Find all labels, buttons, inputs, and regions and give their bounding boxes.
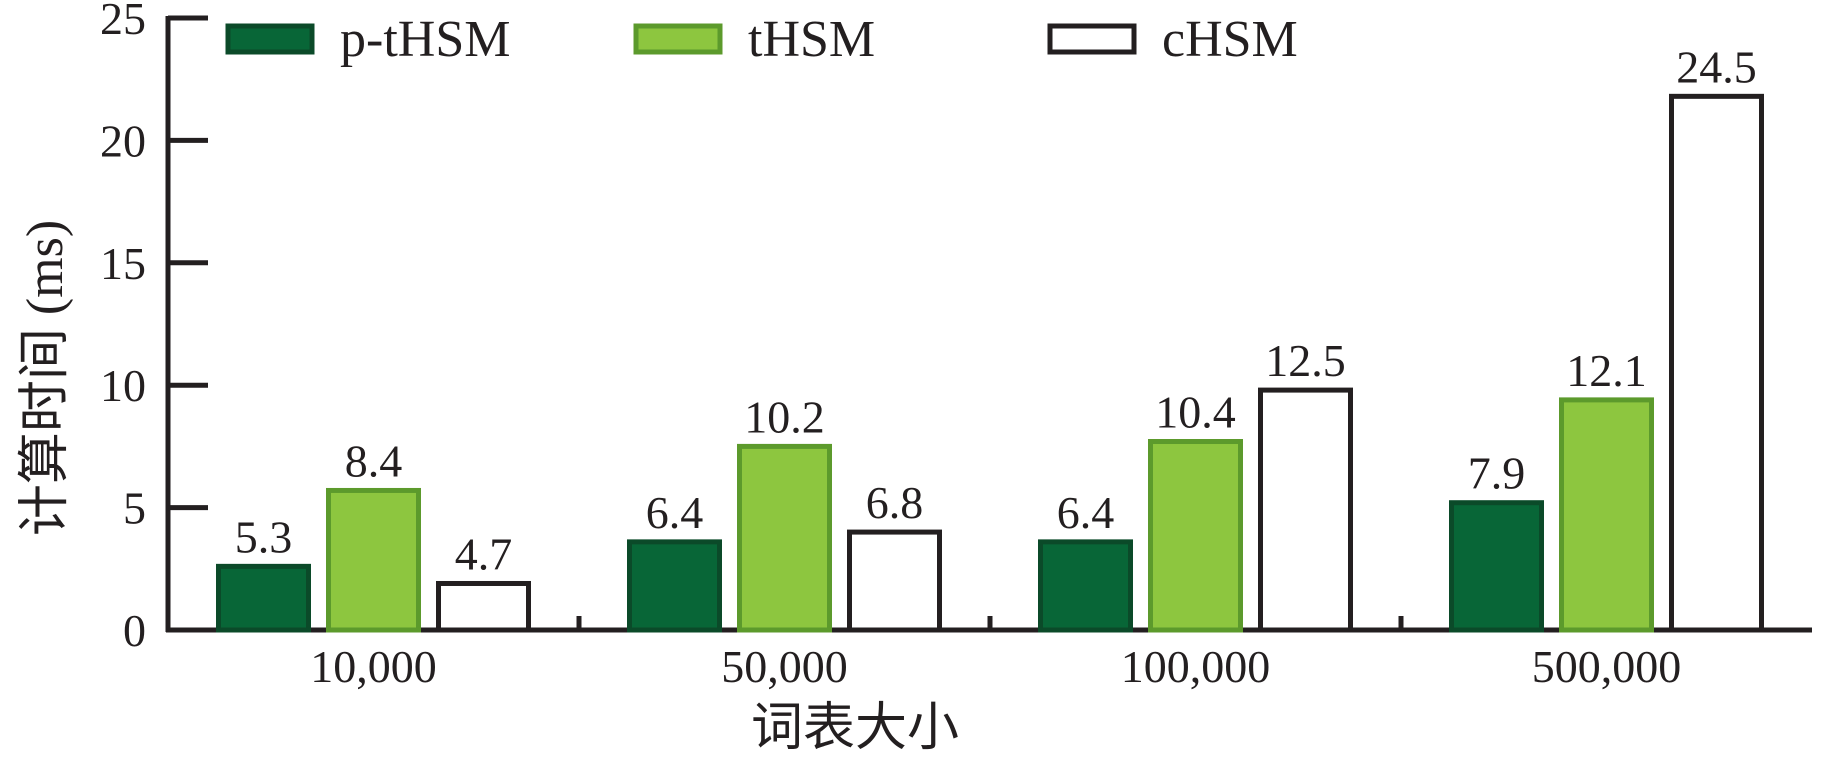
bar-chsm (1669, 93, 1764, 633)
bar-thsm (1148, 439, 1243, 633)
bar-p-thsm (216, 563, 311, 633)
legend-swatch-thsm (633, 23, 723, 55)
x-axis-title: 词表大小 (751, 700, 959, 757)
legend: p-tHSM tHSM cHSM (225, 11, 1298, 68)
bar-value-label: 24.5 (1676, 41, 1757, 92)
legend-swatch-p-thsm (225, 23, 315, 55)
bar-p-thsm (627, 539, 722, 633)
bar-p-thsm (1449, 500, 1544, 633)
bars (216, 93, 1764, 633)
x-tick-label: 100,000 (1121, 641, 1271, 692)
bar-value-label: 10.2 (744, 391, 825, 442)
y-tick-label: 10 (100, 360, 146, 411)
bar-value-label: 4.7 (455, 528, 513, 579)
bar-thsm (737, 443, 832, 633)
legend-label: tHSM (748, 11, 875, 68)
y-tick-label: 5 (123, 483, 146, 534)
y-axis-title: 计算时间 (ms) (17, 220, 74, 536)
bar-value-label: 8.4 (345, 435, 403, 486)
bar-value-label: 7.9 (1468, 448, 1526, 499)
bar-value-label: 12.5 (1265, 335, 1346, 386)
bar-thsm (1559, 397, 1654, 633)
x-tick-label: 500,000 (1532, 641, 1682, 692)
bar-value-label: 12.1 (1566, 345, 1647, 396)
bar-value-label: 6.4 (646, 487, 704, 538)
data-labels: 5.3 8.4 4.7 6.4 10.2 6.8 6.4 10.4 12.5 7.9 12.1 24.… (235, 41, 1757, 579)
bar-chsm (1258, 387, 1353, 633)
legend-label: p-tHSM (340, 11, 510, 68)
x-tick-label: 10,000 (310, 641, 437, 692)
y-tick-label: 20 (100, 115, 146, 166)
y-tick-label: 0 (123, 605, 146, 656)
bar-chsm (847, 529, 942, 633)
legend-swatch-chsm (1047, 23, 1137, 55)
legend-label: cHSM (1162, 11, 1298, 68)
y-tick-label: 25 (100, 0, 146, 44)
bar-chsm (436, 580, 531, 633)
bar-value-label: 10.4 (1155, 387, 1236, 438)
bar-value-label: 6.4 (1057, 487, 1115, 538)
y-tick-label: 15 (100, 238, 146, 289)
bar-p-thsm (1038, 539, 1133, 633)
axis-titles: 词表大小 计算时间 (ms) (17, 220, 959, 757)
bar-value-label: 5.3 (235, 511, 293, 562)
bar-value-label: 6.8 (866, 477, 924, 528)
bar-thsm (326, 487, 421, 633)
x-tick-label: 50,000 (721, 641, 848, 692)
